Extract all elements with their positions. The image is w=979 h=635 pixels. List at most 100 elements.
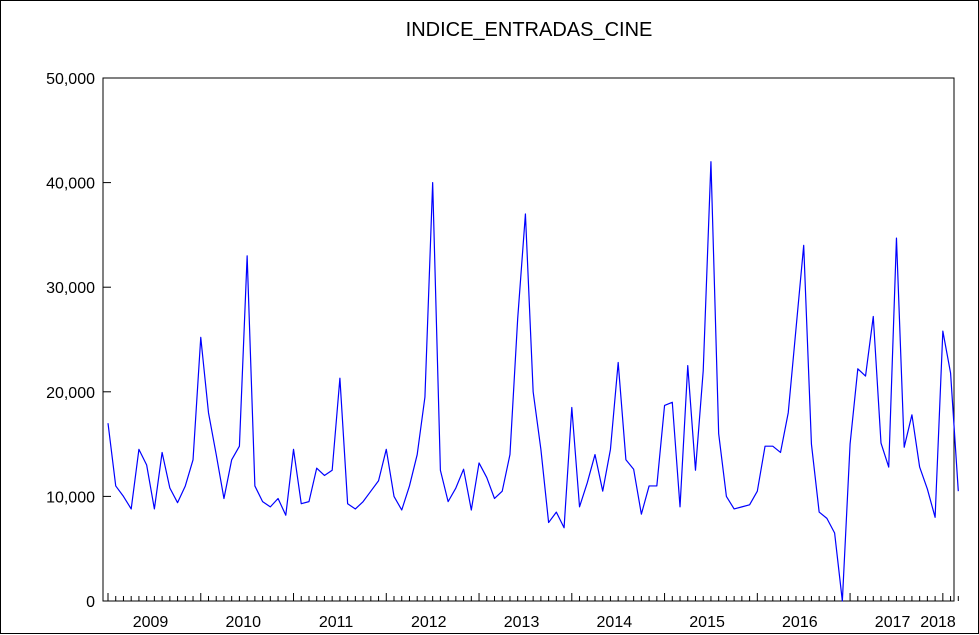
x-tick-label: 2017 bbox=[875, 614, 911, 631]
data-point bbox=[802, 243, 806, 247]
data-point bbox=[284, 513, 288, 517]
data-point bbox=[446, 500, 450, 504]
data-point bbox=[755, 489, 759, 493]
data-point bbox=[601, 489, 605, 493]
data-point bbox=[222, 496, 226, 500]
data-point bbox=[585, 481, 589, 485]
data-point bbox=[639, 512, 643, 516]
x-tick-label: 2012 bbox=[411, 614, 447, 631]
x-tick-label: 2018 bbox=[920, 614, 956, 631]
data-point bbox=[833, 531, 837, 535]
data-point bbox=[779, 450, 783, 454]
data-point bbox=[477, 461, 481, 465]
series-line bbox=[107, 161, 959, 602]
data-point bbox=[771, 444, 775, 448]
data-point bbox=[276, 496, 280, 500]
data-point bbox=[910, 413, 914, 417]
series-group bbox=[106, 161, 960, 603]
data-point bbox=[245, 254, 249, 258]
data-point bbox=[655, 484, 659, 488]
data-point bbox=[593, 453, 597, 457]
data-point bbox=[624, 458, 628, 462]
data-point bbox=[438, 468, 442, 472]
data-point bbox=[176, 501, 180, 505]
data-point bbox=[183, 484, 187, 488]
data-point bbox=[554, 510, 558, 514]
data-point bbox=[114, 484, 118, 488]
x-axis: 2009 2010 2011 2012 2013 2014 2015 2016 2017 2018 bbox=[107, 593, 959, 631]
data-point bbox=[137, 447, 141, 451]
data-point bbox=[299, 502, 303, 506]
data-point bbox=[717, 432, 721, 436]
x-tick-label: 2014 bbox=[597, 614, 633, 631]
data-point bbox=[562, 526, 566, 530]
data-point bbox=[840, 599, 844, 603]
plot-area-border bbox=[102, 77, 955, 602]
x-tick-label: 2009 bbox=[133, 614, 169, 631]
data-point bbox=[377, 479, 381, 483]
data-point bbox=[268, 505, 272, 509]
data-point bbox=[516, 317, 520, 321]
data-point bbox=[415, 453, 419, 457]
y-tick-label: 50,000 bbox=[46, 71, 95, 88]
data-point bbox=[740, 505, 744, 509]
data-point bbox=[508, 453, 512, 457]
data-point bbox=[168, 486, 172, 490]
data-point bbox=[724, 494, 728, 498]
data-point bbox=[879, 441, 883, 445]
data-point bbox=[887, 465, 891, 469]
data-point bbox=[547, 521, 551, 525]
data-point bbox=[423, 395, 427, 399]
data-point bbox=[462, 467, 466, 471]
data-point bbox=[145, 463, 149, 467]
data-point bbox=[848, 442, 852, 446]
data-point bbox=[400, 508, 404, 512]
data-point bbox=[106, 421, 110, 425]
y-tick-label: 30,000 bbox=[46, 280, 95, 297]
data-point bbox=[817, 510, 821, 514]
data-point bbox=[894, 236, 898, 240]
data-point bbox=[292, 447, 296, 451]
data-point bbox=[933, 515, 937, 519]
data-point bbox=[369, 489, 373, 493]
data-point bbox=[199, 335, 203, 339]
data-point bbox=[315, 466, 319, 470]
data-point bbox=[686, 364, 690, 368]
data-point bbox=[678, 505, 682, 509]
data-point bbox=[152, 507, 156, 511]
data-point bbox=[253, 484, 257, 488]
data-point bbox=[732, 507, 736, 511]
x-tick-label: 2016 bbox=[782, 614, 818, 631]
y-axis: 0 10,000 20,000 30,000 40,000 50,000 bbox=[46, 71, 111, 611]
data-point bbox=[454, 486, 458, 490]
data-point bbox=[361, 500, 365, 504]
data-point bbox=[794, 327, 798, 331]
data-point bbox=[616, 361, 620, 365]
data-point bbox=[670, 400, 674, 404]
data-point bbox=[570, 405, 574, 409]
data-point bbox=[632, 467, 636, 471]
data-point bbox=[608, 447, 612, 451]
data-point bbox=[809, 442, 813, 446]
data-point bbox=[531, 390, 535, 394]
data-point bbox=[902, 445, 906, 449]
data-point bbox=[701, 369, 705, 373]
data-point bbox=[500, 489, 504, 493]
data-point bbox=[485, 476, 489, 480]
y-tick-label: 0 bbox=[86, 594, 95, 611]
data-point bbox=[237, 444, 241, 448]
data-point bbox=[330, 468, 334, 472]
data-point bbox=[121, 494, 125, 498]
data-point bbox=[206, 411, 210, 415]
data-point bbox=[129, 507, 133, 511]
data-point bbox=[353, 507, 357, 511]
data-point bbox=[663, 403, 667, 407]
x-tick-label: 2013 bbox=[504, 614, 540, 631]
data-point bbox=[191, 458, 195, 462]
data-point bbox=[493, 496, 497, 500]
data-point bbox=[956, 489, 960, 493]
y-tick-label: 20,000 bbox=[46, 385, 95, 402]
data-point bbox=[864, 374, 868, 378]
data-point bbox=[214, 453, 218, 457]
data-point bbox=[578, 505, 582, 509]
